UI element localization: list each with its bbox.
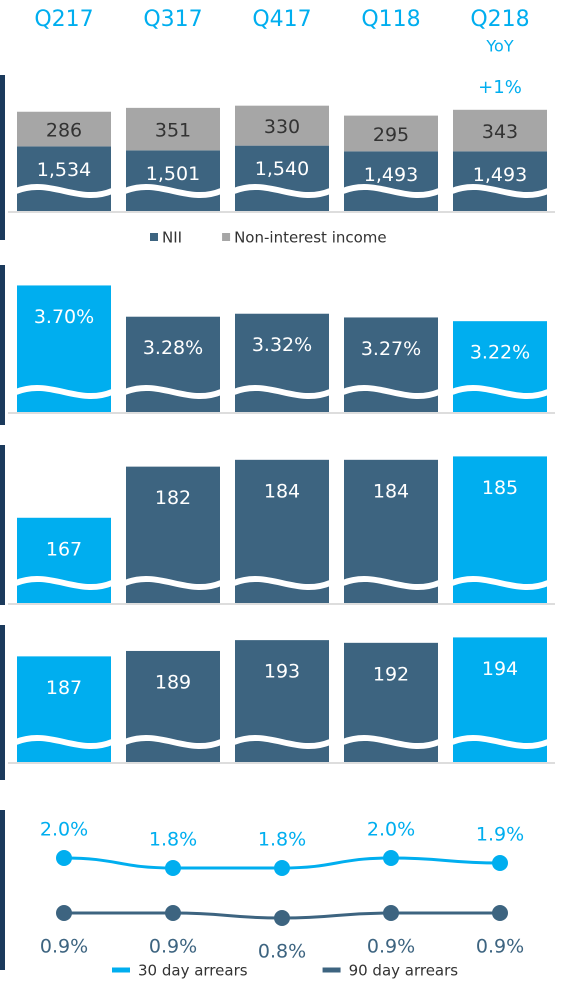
x-tick-label: Q417 <box>252 7 311 32</box>
value-label: 1.8% <box>149 829 197 851</box>
value-label: 184 <box>264 480 300 502</box>
annotation: YoY <box>485 37 513 56</box>
value-label: 343 <box>482 121 518 143</box>
point <box>165 860 181 876</box>
value-label: 1,501 <box>146 163 200 185</box>
value-label: 295 <box>373 124 409 146</box>
point <box>274 860 290 876</box>
value-label: 0.8% <box>258 941 306 963</box>
bar-break <box>341 385 441 399</box>
x-tick-label: Q317 <box>143 7 202 32</box>
panel-marker <box>0 445 5 605</box>
bar-break <box>232 184 332 198</box>
value-label: 3.27% <box>361 338 421 360</box>
value-label: 351 <box>155 120 191 142</box>
point <box>492 855 508 871</box>
bar-segment <box>235 105 329 146</box>
value-label: 1.9% <box>476 824 524 846</box>
bar-segment <box>17 146 111 211</box>
point <box>56 905 72 921</box>
legend-swatch <box>150 233 158 241</box>
panel-marker <box>0 625 5 780</box>
panel-marker <box>0 810 5 970</box>
x-tick-label: Q218 <box>470 7 529 32</box>
value-label: 3.70% <box>34 306 94 328</box>
value-label: 2.0% <box>40 819 88 841</box>
value-label: 187 <box>46 677 82 699</box>
point <box>274 910 290 926</box>
bar <box>17 517 111 603</box>
x-tick-label: Q217 <box>34 7 93 32</box>
point <box>492 905 508 921</box>
value-label: 0.9% <box>149 936 197 958</box>
value-label: 1,540 <box>255 158 309 180</box>
bar-break <box>14 385 114 399</box>
legend-label: 90 day arrears <box>349 962 459 980</box>
bar-break <box>123 385 223 399</box>
bar-break <box>14 184 114 198</box>
bar-break <box>232 735 332 749</box>
value-label: 0.9% <box>476 936 524 958</box>
bar-break <box>123 576 223 590</box>
point <box>383 850 399 866</box>
bar-break <box>450 385 550 399</box>
x-tick-label: Q118 <box>361 7 420 32</box>
value-label: 3.22% <box>470 342 530 364</box>
value-label: 1,493 <box>473 164 527 186</box>
value-label: 184 <box>373 480 409 502</box>
value-label: 330 <box>264 116 300 138</box>
value-label: 182 <box>155 487 191 509</box>
legend-swatch <box>222 233 231 241</box>
bar-break <box>232 576 332 590</box>
bar-break <box>14 735 114 749</box>
value-label: 185 <box>482 477 518 499</box>
bar-break <box>341 184 441 198</box>
legend-label: 30 day arrears <box>138 962 248 980</box>
bar-break <box>450 735 550 749</box>
value-label: 286 <box>46 120 82 142</box>
bar-segment <box>126 150 220 211</box>
value-label: 192 <box>373 663 409 685</box>
value-label: 1,493 <box>364 164 418 186</box>
value-label: 0.9% <box>367 936 415 958</box>
bar-segment <box>126 107 220 151</box>
value-label: 3.28% <box>143 337 203 359</box>
bar-break <box>232 385 332 399</box>
value-label: 193 <box>264 661 300 683</box>
annotation: +1% <box>478 77 522 98</box>
value-label: 1,534 <box>37 159 91 181</box>
legend-label: NII <box>162 229 182 247</box>
value-label: 189 <box>155 671 191 693</box>
bar-segment <box>453 151 547 211</box>
bar-break <box>341 576 441 590</box>
bar-break <box>450 184 550 198</box>
value-label: 0.9% <box>40 936 88 958</box>
value-label: 194 <box>482 658 518 680</box>
bar-break <box>341 735 441 749</box>
panel-marker <box>0 265 5 425</box>
bar-break <box>450 576 550 590</box>
value-label: 167 <box>46 538 82 560</box>
bar-segment <box>453 109 547 152</box>
bar-break <box>123 184 223 198</box>
point <box>383 905 399 921</box>
bar-break <box>123 735 223 749</box>
bar-segment <box>344 151 438 211</box>
bar-segment <box>17 111 111 147</box>
panel-marker <box>0 75 5 240</box>
point <box>165 905 181 921</box>
bar-break <box>14 576 114 590</box>
value-label: 2.0% <box>367 819 415 841</box>
value-label: 1.8% <box>258 829 306 851</box>
value-label: 3.32% <box>252 334 312 356</box>
point <box>56 850 72 866</box>
legend-label: Non-interest income <box>234 229 387 247</box>
bar-segment <box>344 115 438 152</box>
bar-segment <box>235 145 329 211</box>
